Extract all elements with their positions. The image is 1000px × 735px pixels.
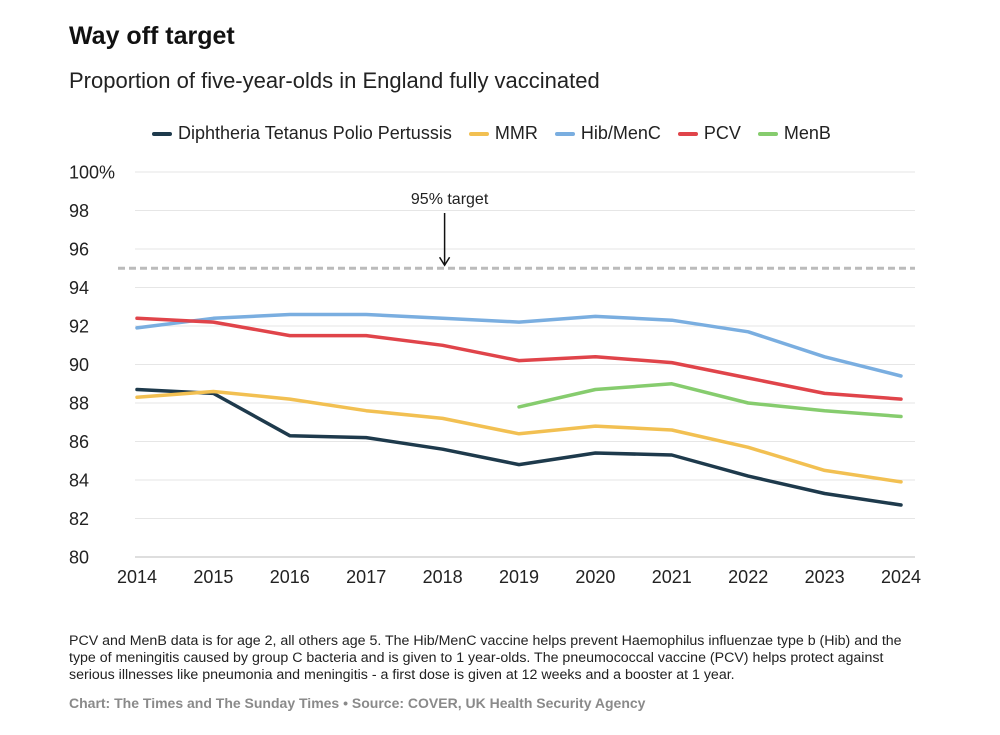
legend-item-hib: Hib/MenC: [554, 123, 661, 144]
legend-label: PCV: [703, 123, 741, 143]
footnote: PCV and MenB data is for age 2, all othe…: [69, 633, 902, 683]
legend-item-pcv: PCV: [677, 123, 741, 144]
y-tick-label: 92: [69, 317, 89, 337]
x-tick-label: 2018: [423, 567, 463, 587]
legend-item-dtpp: Diphtheria Tetanus Polio Pertussis: [152, 123, 452, 144]
x-tick-label: 2019: [499, 567, 539, 587]
legend-label: MenB: [783, 123, 831, 143]
y-tick-label: 86: [69, 432, 89, 452]
y-tick-label: 88: [69, 394, 89, 414]
legend-swatch: [757, 131, 778, 136]
x-tick-label: 2023: [805, 567, 845, 587]
x-tick-label: 2016: [270, 567, 310, 587]
legend-swatch: [468, 131, 489, 136]
y-tick-label: 96: [69, 240, 89, 260]
chart-title: Way off target: [69, 22, 235, 50]
legend-item-mmr: MMR: [468, 123, 538, 144]
y-tick-label: 84: [69, 471, 89, 491]
y-tick-label: 82: [69, 509, 89, 529]
series-line-hib: [135, 312, 903, 378]
legend-swatch: [554, 131, 575, 136]
legend-item-menb: MenB: [757, 123, 831, 144]
x-tick-label: 2017: [346, 567, 386, 587]
y-tick-label: 80: [69, 548, 89, 568]
x-tick-label: 2014: [117, 567, 157, 587]
y-tick-label: 98: [69, 201, 89, 221]
x-tick-label: 2024: [881, 567, 921, 587]
y-tick-label: 100%: [69, 163, 115, 183]
legend-label: Diphtheria Tetanus Polio Pertussis: [178, 123, 452, 143]
y-tick-label: 94: [69, 278, 89, 298]
y-tick-label: 90: [69, 355, 89, 375]
legend-label: MMR: [494, 123, 538, 143]
x-tick-label: 2021: [652, 567, 692, 587]
target-label: 95% target: [411, 191, 489, 208]
x-tick-label: 2020: [575, 567, 615, 587]
series-line-pcv: [135, 316, 903, 401]
legend-swatch: [677, 131, 698, 136]
target-arrow-head: [438, 256, 451, 267]
legend: Diphtheria Tetanus Polio Pertussis MMR Hib…: [152, 123, 848, 144]
series-line-mmr: [135, 389, 903, 484]
chart-subtitle: Proportion of five-year-olds in England …: [69, 68, 600, 93]
series-line-dtpp: [135, 387, 903, 507]
legend-label: Hib/MenC: [580, 123, 661, 143]
x-tick-label: 2015: [193, 567, 233, 587]
series-line-menb: [517, 382, 903, 419]
x-tick-label: 2022: [728, 567, 768, 587]
source-credit: Chart: The Times and The Sunday Times • …: [69, 695, 646, 711]
legend-swatch: [152, 131, 172, 136]
